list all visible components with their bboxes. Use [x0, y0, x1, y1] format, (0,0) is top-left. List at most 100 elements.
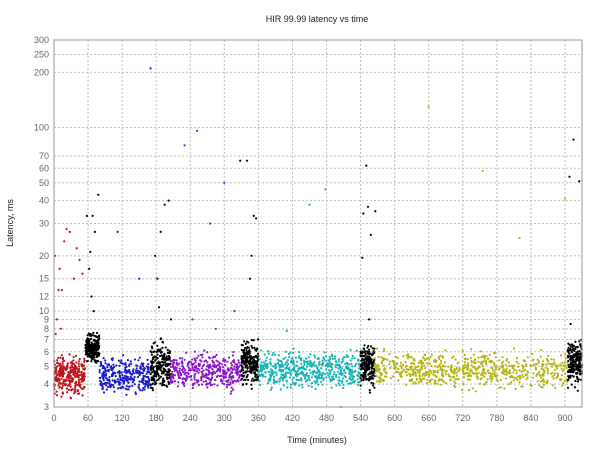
data-point	[517, 362, 520, 365]
data-point	[574, 353, 577, 356]
data-point	[284, 350, 287, 353]
data-point	[198, 363, 201, 366]
data-point	[279, 365, 282, 368]
data-point	[260, 361, 263, 364]
data-point	[327, 374, 330, 377]
data-point	[576, 346, 579, 349]
data-point	[101, 374, 104, 378]
data-point	[316, 377, 319, 380]
data-point	[63, 366, 66, 369]
data-point	[375, 347, 379, 350]
data-point	[423, 377, 426, 380]
data-point	[305, 380, 308, 383]
data-point	[110, 365, 113, 368]
data-point	[500, 386, 503, 389]
data-point	[102, 373, 105, 376]
data-point	[113, 365, 116, 369]
data-point	[306, 363, 309, 366]
data-point	[516, 375, 520, 378]
data-point	[566, 356, 570, 359]
data-point	[81, 387, 84, 390]
data-point	[286, 367, 289, 370]
data-point	[545, 357, 549, 361]
data-point	[476, 373, 479, 376]
data-point	[264, 371, 267, 374]
data-point	[428, 358, 431, 361]
data-point	[510, 381, 513, 384]
data-point	[56, 359, 59, 362]
data-point	[572, 358, 575, 361]
data-point	[159, 348, 162, 351]
data-point	[482, 360, 486, 363]
x-tick-label: 120	[115, 413, 130, 423]
y-tick-label: 4	[44, 379, 49, 389]
data-point	[372, 350, 375, 353]
data-point	[78, 392, 81, 395]
data-point	[481, 374, 484, 377]
data-point	[442, 368, 445, 372]
x-tick-label: 60	[83, 413, 93, 423]
data-point	[328, 369, 331, 372]
data-point	[192, 362, 195, 365]
data-point	[577, 378, 581, 381]
data-point	[505, 370, 509, 374]
data-point	[250, 383, 253, 386]
data-point	[415, 378, 418, 381]
data-point	[167, 358, 170, 361]
data-point	[271, 371, 274, 374]
data-point	[324, 188, 327, 191]
data-point	[368, 318, 371, 321]
data-point	[165, 355, 168, 358]
data-point	[64, 383, 67, 386]
data-point	[463, 366, 466, 369]
data-point	[214, 327, 217, 330]
data-point	[413, 359, 416, 362]
data-point	[433, 358, 437, 361]
data-point	[364, 365, 367, 368]
data-point	[245, 352, 248, 355]
data-point	[477, 356, 480, 359]
data-point	[72, 277, 75, 280]
data-point	[269, 362, 272, 365]
data-point	[513, 376, 516, 379]
data-point	[313, 354, 316, 357]
data-point	[476, 367, 479, 370]
data-point	[339, 368, 342, 371]
data-point	[143, 367, 146, 370]
data-point	[253, 359, 256, 362]
data-point	[55, 361, 59, 364]
data-point	[73, 367, 76, 370]
data-point	[138, 277, 141, 280]
data-point	[169, 381, 172, 384]
data-point	[118, 370, 121, 373]
data-point	[252, 361, 255, 364]
data-point	[63, 240, 66, 243]
data-point	[318, 370, 321, 373]
data-point	[203, 349, 206, 352]
data-point	[469, 356, 472, 360]
data-point	[181, 378, 184, 381]
data-point	[245, 159, 249, 162]
data-point	[211, 368, 214, 371]
data-point	[364, 375, 367, 378]
data-point	[372, 384, 375, 387]
data-point	[246, 346, 249, 349]
data-point	[418, 371, 421, 374]
data-point	[156, 344, 159, 347]
data-point	[373, 357, 376, 360]
data-point	[141, 368, 144, 371]
data-point	[200, 379, 203, 382]
data-point	[432, 373, 435, 376]
data-point	[244, 366, 247, 369]
data-point	[475, 369, 478, 372]
data-point	[102, 379, 105, 382]
data-point	[169, 318, 173, 321]
data-point	[521, 385, 524, 388]
data-point	[342, 356, 346, 359]
data-point	[78, 381, 81, 384]
data-point	[434, 365, 437, 368]
data-point	[274, 364, 277, 367]
data-point	[160, 354, 163, 357]
data-point	[302, 374, 305, 377]
